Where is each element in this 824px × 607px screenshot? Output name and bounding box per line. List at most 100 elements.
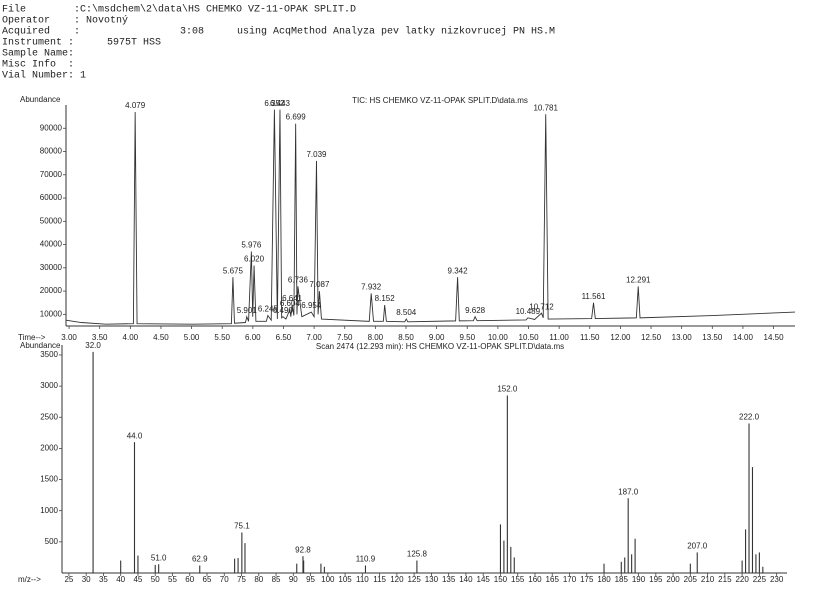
x-tick-label: 145 bbox=[477, 575, 491, 584]
peak-label: 51.0 bbox=[151, 553, 167, 562]
peak-label: 110.9 bbox=[356, 555, 376, 564]
x-tick-label: 9.00 bbox=[429, 333, 445, 342]
peak-label: 5.976 bbox=[241, 241, 262, 250]
peak-label: 6.736 bbox=[288, 276, 309, 285]
x-tick-label: 150 bbox=[494, 575, 508, 584]
x-tick-label: 7.50 bbox=[337, 333, 353, 342]
peak-label: 187.0 bbox=[618, 487, 639, 496]
peak-label: 5.901 bbox=[237, 306, 258, 315]
peak-label: 152.0 bbox=[497, 385, 518, 394]
y-tick-label: 3000 bbox=[40, 381, 58, 390]
x-tick-label: 190 bbox=[632, 575, 646, 584]
x-tick-label: 60 bbox=[185, 575, 194, 584]
chart-title: TIC: HS CHEMKO VZ-11-OPAK SPLIT.D\data.m… bbox=[352, 96, 528, 105]
header-text: Vial Number: 1 bbox=[2, 70, 86, 82]
x-tick-label: 125 bbox=[407, 575, 421, 584]
x-tick-label: 210 bbox=[701, 575, 715, 584]
y-tick-label: 90000 bbox=[40, 123, 63, 132]
peak-label: 6.020 bbox=[244, 255, 265, 264]
peak-label: 6.641 bbox=[282, 294, 303, 303]
x-tick-label: 185 bbox=[615, 575, 629, 584]
x-tick-label: 220 bbox=[735, 575, 749, 584]
header-text: : Novotný bbox=[74, 15, 128, 27]
chart-title: Scan 2474 (12.293 min): HS CHEMKO VZ-11-… bbox=[316, 342, 564, 351]
y-tick-label: 3500 bbox=[40, 350, 58, 359]
x-tick-label: 5.50 bbox=[214, 333, 230, 342]
x-tick-label: 12.50 bbox=[641, 333, 662, 342]
header-text: File bbox=[2, 4, 26, 16]
peak-label: 62.9 bbox=[192, 555, 208, 564]
x-tick-label: 90 bbox=[289, 575, 298, 584]
x-tick-label: 6.00 bbox=[245, 333, 261, 342]
x-tick-label: 170 bbox=[563, 575, 577, 584]
header-text: Misc Info : bbox=[2, 59, 74, 71]
peak-label: 6.490 bbox=[273, 306, 294, 315]
header-text: :C:\msdchem\2\data\HS CHEMKO VZ-11-OPAK … bbox=[74, 4, 356, 16]
y-tick-label: 20000 bbox=[40, 286, 63, 295]
y-axis-label: Abundance bbox=[20, 95, 61, 104]
x-tick-label: 165 bbox=[546, 575, 560, 584]
x-tick-label: 25 bbox=[64, 575, 73, 584]
x-tick-label: 95 bbox=[306, 575, 315, 584]
peak-label: 8.152 bbox=[375, 294, 396, 303]
x-tick-label: 13.00 bbox=[672, 333, 693, 342]
x-tick-label: 225 bbox=[753, 575, 767, 584]
x-tick-label: 195 bbox=[649, 575, 663, 584]
x-tick-label: 215 bbox=[718, 575, 732, 584]
peak-label: 4.079 bbox=[125, 101, 146, 110]
peak-label: 12.291 bbox=[626, 276, 651, 285]
header-text: : bbox=[74, 27, 80, 38]
y-tick-label: 500 bbox=[45, 537, 59, 546]
x-tick-label: 180 bbox=[597, 575, 611, 584]
x-tick-label: 30 bbox=[82, 575, 91, 584]
x-tick-label: 140 bbox=[459, 575, 473, 584]
x-tick-label: 3.00 bbox=[61, 333, 77, 342]
peak-label: 7.087 bbox=[309, 280, 330, 289]
header-text: 3:08 bbox=[180, 27, 204, 38]
y-tick-label: 40000 bbox=[40, 240, 63, 249]
x-tick-label: 7.00 bbox=[306, 333, 322, 342]
x-tick-label: 205 bbox=[684, 575, 698, 584]
x-tick-label: 135 bbox=[442, 575, 456, 584]
tic-trace bbox=[65, 109, 796, 325]
x-tick-label: 14.50 bbox=[764, 333, 785, 342]
x-tick-label: 160 bbox=[528, 575, 542, 584]
peak-label: 6.954 bbox=[301, 301, 322, 310]
x-tick-label: 50 bbox=[151, 575, 160, 584]
x-tick-label: 10.00 bbox=[488, 333, 509, 342]
x-tick-label: 85 bbox=[272, 575, 281, 584]
x-tick-label: 200 bbox=[666, 575, 680, 584]
peak-label: 6.699 bbox=[286, 113, 307, 122]
x-tick-label: 11.50 bbox=[580, 333, 600, 342]
header-text: 5975T HSS bbox=[107, 38, 161, 49]
x-tick-label: 175 bbox=[580, 575, 594, 584]
peak-label: 5.675 bbox=[223, 266, 244, 275]
peak-label: 75.1 bbox=[234, 522, 250, 531]
y-tick-label: 30000 bbox=[40, 263, 63, 272]
y-tick-label: 2500 bbox=[40, 412, 58, 421]
peak-label: 207.0 bbox=[687, 542, 708, 551]
peak-label: 44.0 bbox=[127, 431, 143, 440]
x-tick-label: 9.50 bbox=[459, 333, 475, 342]
x-tick-label: 8.00 bbox=[368, 333, 384, 342]
y-tick-label: 60000 bbox=[40, 193, 63, 202]
peak-label: 10.781 bbox=[533, 103, 558, 112]
y-tick-label: 1000 bbox=[40, 506, 58, 515]
x-tick-label: 70 bbox=[220, 575, 229, 584]
x-tick-label: 35 bbox=[99, 575, 108, 584]
peak-label: 7.039 bbox=[306, 150, 327, 159]
peak-label: 8.504 bbox=[396, 308, 417, 317]
y-tick-label: 70000 bbox=[40, 170, 63, 179]
x-tick-label: 110 bbox=[356, 575, 369, 584]
x-axis-label: Time--> bbox=[18, 333, 46, 342]
x-tick-label: 4.50 bbox=[153, 333, 169, 342]
x-tick-label: 100 bbox=[321, 575, 335, 584]
x-tick-label: 13.50 bbox=[702, 333, 723, 342]
peak-label: 32.0 bbox=[85, 341, 101, 350]
peak-label: 7.932 bbox=[361, 283, 382, 292]
x-tick-label: 45 bbox=[133, 575, 142, 584]
peak-label: 6.443 bbox=[270, 99, 291, 108]
peak-label: 9.628 bbox=[465, 306, 486, 315]
x-tick-label: 8.50 bbox=[398, 333, 414, 342]
